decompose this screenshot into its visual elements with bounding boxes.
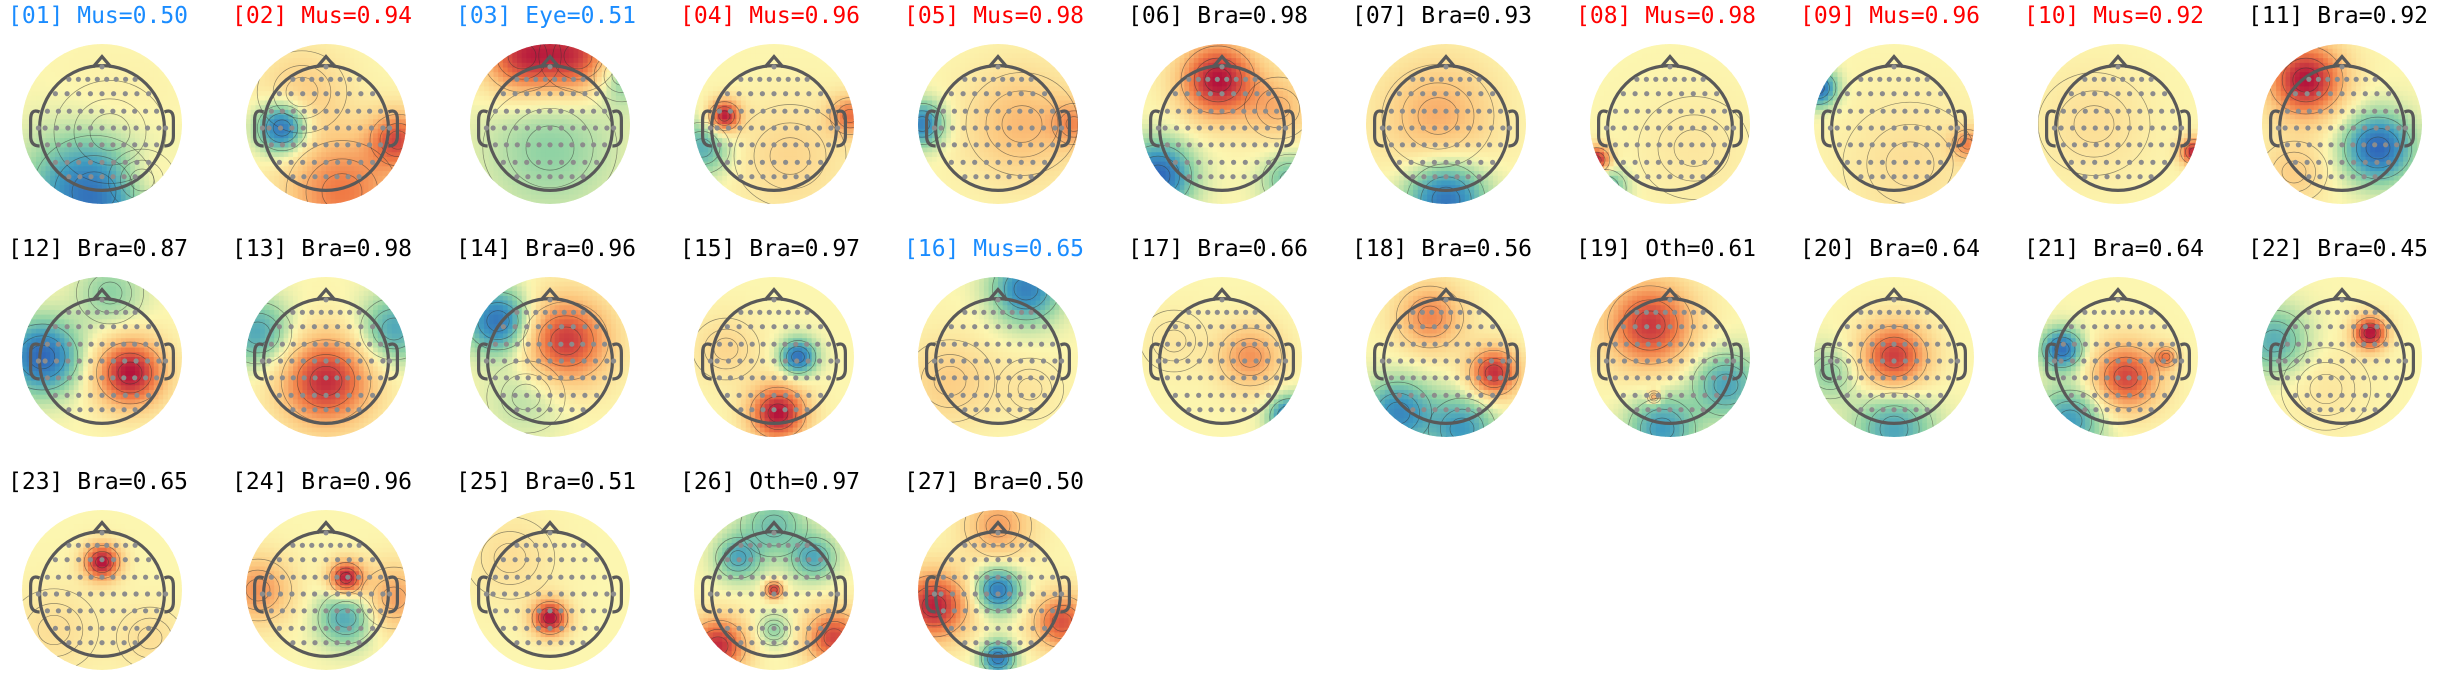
topomap-field (1590, 277, 1760, 460)
component-panel: [22] Bra=0.45 (2248, 235, 2438, 465)
component-title: [03] Eye=0.51 (456, 2, 636, 30)
component-panel: [10] Mus=0.92 (2024, 2, 2249, 232)
component-title: [17] Bra=0.66 (1128, 235, 1308, 263)
component-panel: [13] Bra=0.98 (232, 235, 457, 465)
component-title: [01] Mus=0.50 (8, 2, 188, 30)
topomap (1808, 38, 1980, 210)
component-title: [20] Bra=0.64 (1800, 235, 1980, 263)
component-panel: [24] Bra=0.96 (232, 468, 457, 698)
component-title: [10] Mus=0.92 (2024, 2, 2204, 30)
component-panel: [26] Oth=0.97 (680, 468, 905, 698)
component-panel: [01] Mus=0.50 (8, 2, 233, 232)
topomap-field (470, 20, 650, 210)
component-title: [07] Bra=0.93 (1352, 2, 1532, 30)
topomap (240, 38, 412, 210)
topomap (1136, 38, 1308, 210)
topomap (464, 504, 636, 676)
component-panel: [17] Bra=0.66 (1128, 235, 1353, 465)
topomap (912, 504, 1084, 676)
topomap (688, 504, 860, 676)
topomap-field (2038, 44, 2207, 205)
component-panel: [02] Mus=0.94 (232, 2, 457, 232)
component-title: [11] Bra=0.92 (2248, 2, 2428, 30)
component-title: [09] Mus=0.96 (1800, 2, 1980, 30)
topomap (16, 504, 188, 676)
component-panel: [06] Bra=0.98 (1128, 2, 1353, 232)
component-title: [27] Bra=0.50 (904, 468, 1084, 496)
component-title: [22] Bra=0.45 (2248, 235, 2428, 263)
topomap (2032, 271, 2204, 443)
topomap (912, 271, 1084, 443)
topomap-field (905, 258, 1078, 437)
component-panel: [08] Mus=0.98 (1576, 2, 1801, 232)
component-topomap-grid: [01] Mus=0.50 [02] Mus=0.94 [03] Eye=0.51 [… (0, 0, 2438, 667)
component-title: [13] Bra=0.98 (232, 235, 412, 263)
component-panel: [07] Bra=0.93 (1352, 2, 1577, 232)
component-title: [08] Mus=0.98 (1576, 2, 1756, 30)
component-panel: [03] Eye=0.51 (456, 2, 681, 232)
component-panel: [09] Mus=0.96 (1800, 2, 2025, 232)
topomap (464, 38, 636, 210)
topomap-field (1802, 277, 1975, 465)
component-panel: [04] Mus=0.96 (680, 2, 905, 232)
topomap (1360, 271, 1532, 443)
topomap (2032, 38, 2204, 210)
component-title: [18] Bra=0.56 (1352, 235, 1532, 263)
topomap (1584, 38, 1756, 210)
topomap-field (900, 495, 1090, 673)
component-title: [14] Bra=0.96 (456, 235, 636, 263)
component-title: [06] Bra=0.98 (1128, 2, 1308, 30)
topomap-field (2036, 277, 2198, 452)
topomap (240, 504, 412, 676)
topomap (16, 38, 188, 210)
component-panel: [05] Mus=0.98 (904, 2, 1129, 232)
component-title: [19] Oth=0.61 (1576, 235, 1756, 263)
component-panel: [14] Bra=0.96 (456, 235, 681, 465)
component-title: [24] Bra=0.96 (232, 468, 412, 496)
component-title: [05] Mus=0.98 (904, 2, 1084, 30)
topomap (1584, 271, 1756, 443)
component-title: [23] Bra=0.65 (8, 468, 188, 496)
component-panel: [16] Mus=0.65 (904, 235, 1129, 465)
component-panel: [11] Bra=0.92 (2248, 2, 2438, 232)
component-panel: [12] Bra=0.87 (8, 235, 233, 465)
topomap (688, 271, 860, 443)
component-panel: [21] Bra=0.64 (2024, 235, 2249, 465)
component-panel: [25] Bra=0.51 (456, 468, 681, 698)
topomap (16, 271, 188, 443)
topomap (2256, 38, 2428, 210)
topomap-field (6, 262, 182, 437)
component-title: [16] Mus=0.65 (904, 235, 1084, 263)
topomap (1808, 271, 1980, 443)
component-panel: [27] Bra=0.50 (904, 468, 1129, 698)
component-title: [12] Bra=0.87 (8, 235, 188, 263)
component-panel: [19] Oth=0.61 (1576, 235, 1801, 465)
topomap (688, 38, 860, 210)
component-panel: [23] Bra=0.65 (8, 468, 233, 698)
component-title: [25] Bra=0.51 (456, 468, 636, 496)
topomap (912, 38, 1084, 210)
component-panel: [15] Bra=0.97 (680, 235, 905, 465)
component-panel: [18] Bra=0.56 (1352, 235, 1577, 465)
component-title: [15] Bra=0.97 (680, 235, 860, 263)
topomap-field (9, 510, 183, 671)
topomap-field (1364, 277, 1526, 460)
topomap (1136, 271, 1308, 443)
component-title: [04] Mus=0.96 (680, 2, 860, 30)
component-panel: [20] Bra=0.64 (1800, 235, 2025, 465)
topomap (464, 271, 636, 443)
component-title: [02] Mus=0.94 (232, 2, 412, 30)
topomap (2256, 271, 2428, 443)
topomap (1360, 38, 1532, 210)
component-title: [26] Oth=0.97 (680, 468, 860, 496)
component-title: [21] Bra=0.64 (2024, 235, 2204, 263)
topomap-field (1366, 44, 1527, 236)
topomap (240, 271, 412, 443)
